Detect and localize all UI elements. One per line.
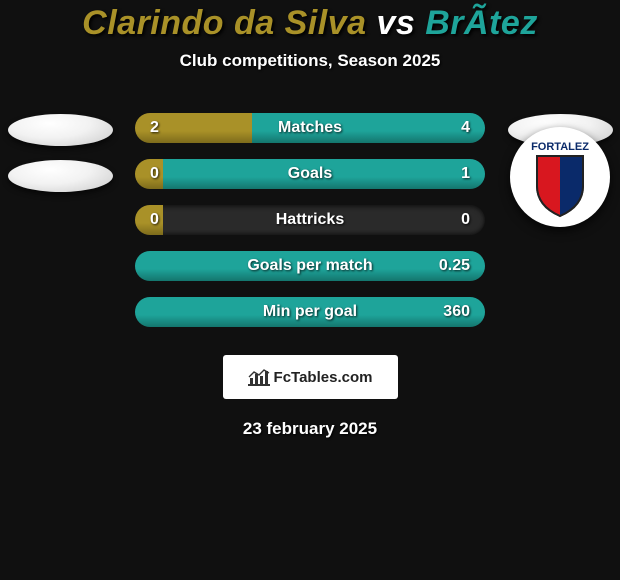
comparison-infographic: Clarindo da Silva vs BrÃ­tez Club compet… [0, 0, 620, 439]
subtitle: Club competitions, Season 2025 [0, 51, 620, 71]
bar-right [252, 113, 485, 143]
stat-rows: Matches24Goals01FORTALEZHattricks00Goals… [0, 107, 620, 337]
bar-right [135, 251, 485, 281]
side-slot-left [0, 199, 120, 245]
branding-badge: FcTables.com [223, 355, 398, 399]
stat-row: Hattricks00 [0, 199, 620, 245]
stat-row: Goals01FORTALEZ [0, 153, 620, 199]
title-player2: BrÃ­tez [425, 4, 538, 42]
branding-chart-icon [248, 368, 270, 386]
side-slot-right [500, 245, 620, 291]
bar-track [135, 251, 485, 281]
bar-track [135, 297, 485, 327]
title-vs: vs [376, 4, 415, 42]
side-slot-left [0, 245, 120, 291]
bar-left [135, 159, 163, 189]
stat-row: Min per goal360 [0, 291, 620, 337]
branding-text: FcTables.com [274, 369, 373, 386]
bar-track [135, 159, 485, 189]
page-title: Clarindo da Silva vs BrÃ­tez [0, 4, 620, 43]
side-slot-left [0, 107, 120, 153]
bar-left [135, 205, 163, 235]
player-placeholder-icon [8, 114, 113, 146]
stat-row: Goals per match0.25 [0, 245, 620, 291]
player-placeholder-icon [8, 160, 113, 192]
side-slot-right: FORTALEZ [500, 153, 620, 199]
bar-right [135, 297, 485, 327]
bar-right [163, 159, 485, 189]
svg-text:FORTALEZ: FORTALEZ [531, 141, 589, 153]
date-text: 23 february 2025 [0, 419, 620, 439]
bar-track [135, 113, 485, 143]
bar-track [135, 205, 485, 235]
side-slot-right [500, 291, 620, 337]
side-slot-left [0, 291, 120, 337]
side-slot-left [0, 153, 120, 199]
bar-left [135, 113, 252, 143]
side-slot-right [500, 199, 620, 245]
title-player1: Clarindo da Silva [82, 4, 366, 42]
